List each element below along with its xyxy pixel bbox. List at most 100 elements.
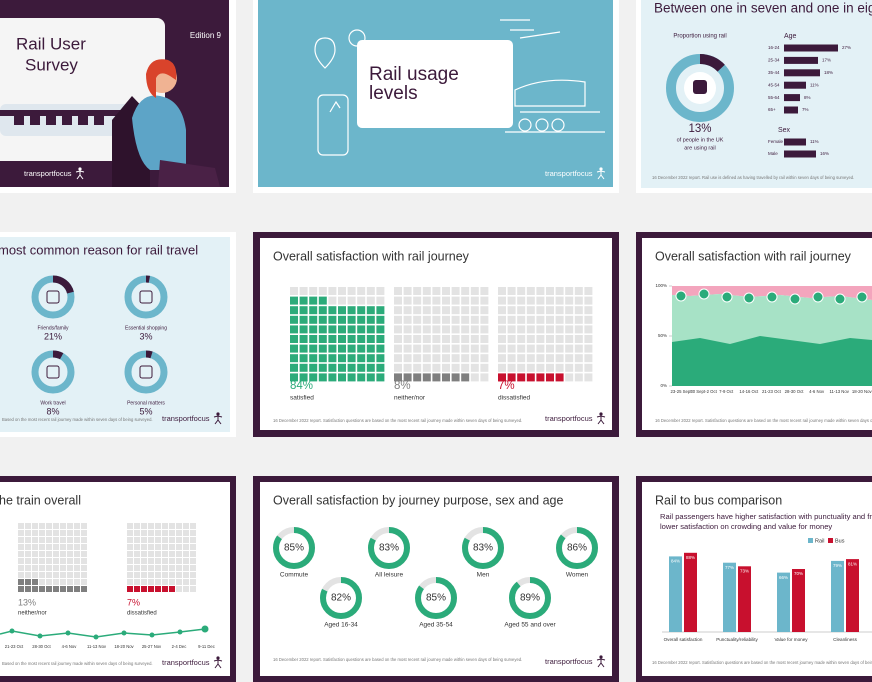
waffle-cell: [357, 287, 366, 295]
footnote: 16 December 2022 report. Satisfaction qu…: [273, 657, 522, 662]
waffle-cell: [347, 306, 356, 315]
waffle-cell: [190, 579, 196, 585]
waffle-cell: [309, 325, 318, 334]
waffle-cell: [46, 565, 52, 571]
label: Friends/family: [37, 325, 69, 331]
waffle-cell: [584, 344, 593, 353]
waffle-cell: [127, 572, 133, 578]
waffle-cell: [376, 354, 385, 363]
label: Women: [566, 572, 589, 579]
waffle-cell: [309, 306, 318, 315]
waffle-cell: [357, 296, 366, 305]
donut-arc: [273, 527, 315, 569]
waffle-cell: [442, 344, 450, 353]
slide-title: Overall satisfaction by journey purpose,…: [273, 493, 563, 507]
waffle-cell: [565, 354, 574, 363]
waffle-cell: [480, 335, 489, 343]
waffle-cell: [451, 306, 460, 315]
waffle-cell: [403, 325, 412, 334]
label: 16-24: [768, 45, 780, 50]
brand-logo: transportfocus: [545, 169, 593, 178]
waffle-cell: [413, 373, 422, 382]
waffle-cell: [299, 344, 308, 353]
bar: [669, 556, 682, 632]
waffle-cell: [338, 363, 346, 372]
reason-icon: [46, 290, 60, 304]
slide-title: most common reason for rail travel: [0, 242, 198, 257]
waffle-cell: [67, 530, 73, 536]
waffle-cell: [74, 586, 80, 592]
waffle-cell: [470, 363, 479, 372]
waffle-cell: [183, 565, 189, 571]
waffle-cell: [461, 306, 470, 315]
waffle-cell: [565, 306, 574, 315]
waffle-cell: [403, 373, 412, 382]
waffle-cell: [18, 551, 24, 557]
value-label: 73%: [740, 568, 749, 573]
waffle-cell: [413, 306, 422, 315]
donut-title: Proportion using rail: [673, 34, 726, 40]
waffle-cell: [148, 558, 154, 564]
waffle-cell: [574, 287, 583, 295]
x-tick-label: 4-6 Nov: [62, 644, 78, 649]
waffle-cell: [526, 363, 535, 372]
waffle-cell: [574, 325, 583, 334]
waffle-cell: [328, 335, 337, 343]
subtitle: Rail passengers have higher satisfaction…: [660, 512, 872, 521]
waffle-cell: [169, 537, 175, 543]
waffle-cell: [347, 287, 356, 295]
waffle-cell: [461, 363, 470, 372]
waffle-cell: [461, 373, 470, 382]
waffle-cell: [190, 558, 196, 564]
waffle-cell: [60, 523, 66, 529]
waffle-cell: [413, 287, 422, 295]
waffle-cell: [565, 335, 574, 343]
slide-title: Rail User: [16, 34, 86, 53]
waffle-cell: [517, 344, 526, 353]
waffle-cell: [318, 325, 327, 334]
waffle-cell: [25, 565, 31, 571]
waffle-cell: [422, 325, 431, 334]
waffle-cell: [81, 579, 87, 585]
waffle-cell: [74, 565, 80, 571]
waffle-cell: [39, 551, 45, 557]
waffle-cell: [422, 373, 431, 382]
waffle-cell: [565, 296, 574, 305]
waffle-cell: [318, 287, 327, 295]
waffle-cell: [546, 296, 554, 305]
waffle-cell: [141, 537, 147, 543]
waffle-cell: [555, 306, 564, 315]
waffle-cell: [517, 325, 526, 334]
waffle-cell: [39, 523, 45, 529]
slide-bg: [260, 238, 612, 430]
footnote: 16 December 2022 report. Rail use is def…: [652, 175, 854, 180]
waffle-cell: [451, 325, 460, 334]
x-tick-label: 9-11 Dec: [198, 644, 215, 649]
brand-icon: [216, 656, 220, 660]
waffle-cell: [134, 530, 140, 536]
value-label: 70%: [794, 571, 803, 576]
slide-title: Overall satisfaction with rail journey: [655, 249, 852, 263]
waffle-cell: [555, 296, 564, 305]
waffle-cell: [366, 335, 375, 343]
waffle-cell: [507, 354, 516, 363]
x-tick-label: 11-13 Nov: [87, 644, 107, 649]
waffle-cell: [461, 287, 470, 295]
section-title: Sex: [778, 127, 791, 134]
waffle-cell: [470, 306, 479, 315]
waffle-cell: [546, 315, 554, 324]
train-windows: [14, 116, 104, 125]
value-label: 85%: [426, 593, 446, 604]
waffle-cell: [376, 325, 385, 334]
waffle-cell: [176, 586, 182, 592]
subtitle: lower satisfaction on crowding and value…: [660, 522, 832, 531]
waffle-cell: [507, 287, 516, 295]
waffle-cell: [555, 354, 564, 363]
waffle-cell: [25, 558, 31, 564]
x-tick-label: 21-23 Oct: [5, 644, 24, 649]
waffle-cell: [81, 558, 87, 564]
donut-arc: [368, 527, 410, 569]
label: Aged 55 and over: [504, 622, 556, 629]
bar: [792, 569, 805, 632]
value-label: 11%: [810, 139, 819, 144]
